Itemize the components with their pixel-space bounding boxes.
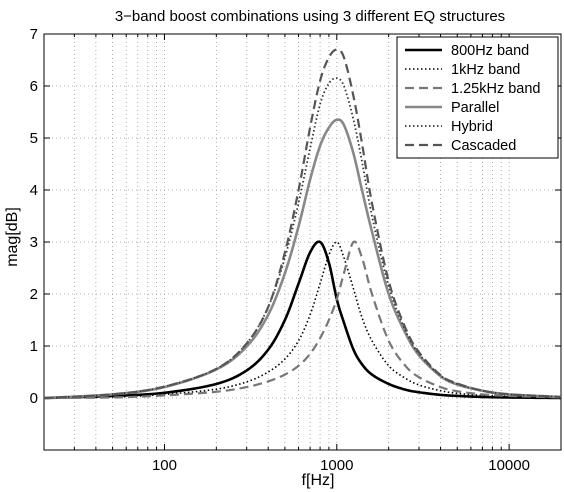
- legend-label: Parallel: [451, 100, 499, 116]
- y-tick-label: 3: [30, 234, 38, 251]
- legend-label: 1.25kHz band: [451, 81, 540, 97]
- y-tick-label: 0: [30, 390, 38, 407]
- x-tick-label: 1000: [320, 457, 353, 474]
- x-axis-label: f[Hz]: [302, 472, 335, 489]
- series-line-0: [43, 240, 562, 400]
- x-tick-label: 10000: [488, 457, 530, 474]
- series-line-4: [43, 77, 562, 399]
- y-tick-label: 4: [30, 182, 38, 199]
- legend: 800Hz band 1kHz band 1.25kHz band Parallel H…: [396, 36, 559, 159]
- axis-ticks: 100 1000 10000 0 1 2 3 4 5 6 7: [30, 26, 562, 474]
- y-axis-label: mag[dB]: [4, 207, 21, 267]
- series-line-3: [43, 118, 562, 400]
- y-tick-label: 6: [30, 78, 38, 95]
- series-group: [43, 48, 562, 400]
- series-line-1: [43, 241, 562, 399]
- legend-label: Hybrid: [451, 119, 493, 135]
- y-tick-label: 5: [30, 130, 38, 147]
- legend-label: 1kHz band: [451, 62, 520, 78]
- series-line-2: [43, 240, 562, 400]
- x-tick-label: 100: [152, 457, 177, 474]
- y-tick-label: 7: [30, 26, 38, 43]
- y-tick-label: 2: [30, 286, 38, 303]
- legend-label: Cascaded: [451, 138, 516, 154]
- y-tick-label: 1: [30, 338, 38, 355]
- legend-box: [396, 36, 559, 159]
- legend-label: 800Hz band: [451, 43, 529, 59]
- chart-title: 3−band boost combinations using 3 differ…: [115, 8, 505, 25]
